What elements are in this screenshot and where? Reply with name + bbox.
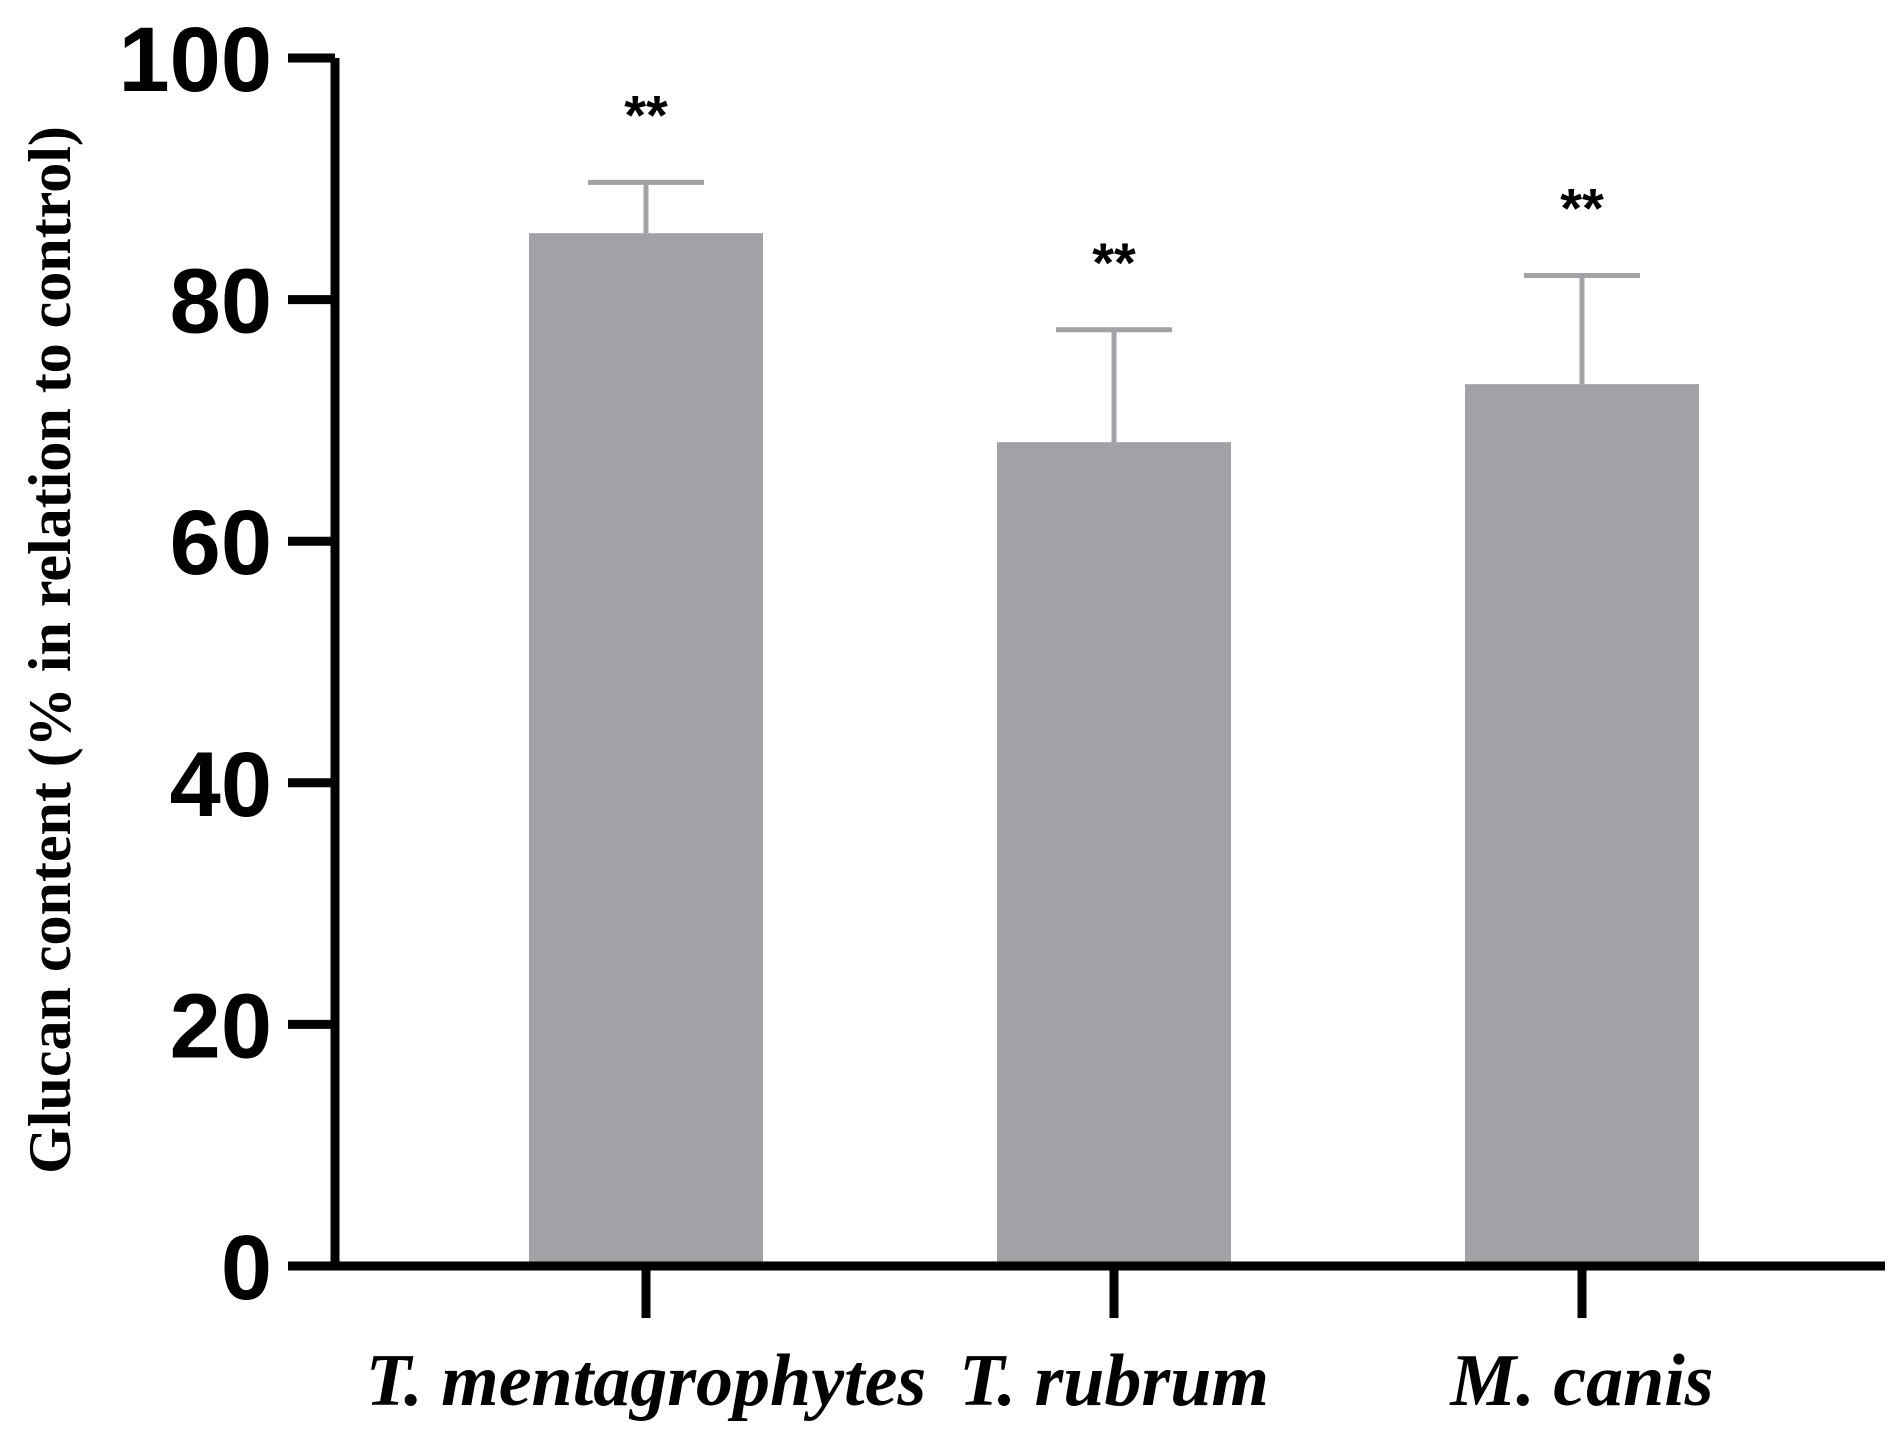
bar-3	[1465, 384, 1699, 1266]
significance-label-3: **	[1560, 176, 1604, 239]
bar-1	[529, 233, 763, 1266]
bar-2	[997, 442, 1231, 1266]
y-tick-label-20: 20	[170, 975, 272, 1077]
x-tick-label-2: T. rubrum	[959, 1340, 1269, 1422]
y-axis-label: Glucan content (% in relation to control…	[17, 126, 83, 1174]
significance-label-2: **	[1092, 231, 1136, 294]
y-tick-label-40: 40	[170, 734, 272, 836]
y-tick-label-80: 80	[170, 251, 272, 353]
y-tick-label-100: 100	[119, 9, 273, 111]
significance-label-1: **	[624, 83, 668, 146]
labels-layer: ** T. mentagrophytes ** T. rubrum ** M. canis…	[119, 9, 1714, 1422]
x-tick-label-3: M. canis	[1449, 1340, 1713, 1422]
y-tick-label-0: 0	[221, 1217, 272, 1319]
axes-layer	[288, 53, 1885, 1318]
error-bars-layer	[588, 179, 1640, 443]
bars-layer	[529, 233, 1699, 1266]
x-tick-label-1: T. mentagrophytes	[366, 1340, 927, 1422]
y-tick-label-60: 60	[170, 492, 272, 594]
